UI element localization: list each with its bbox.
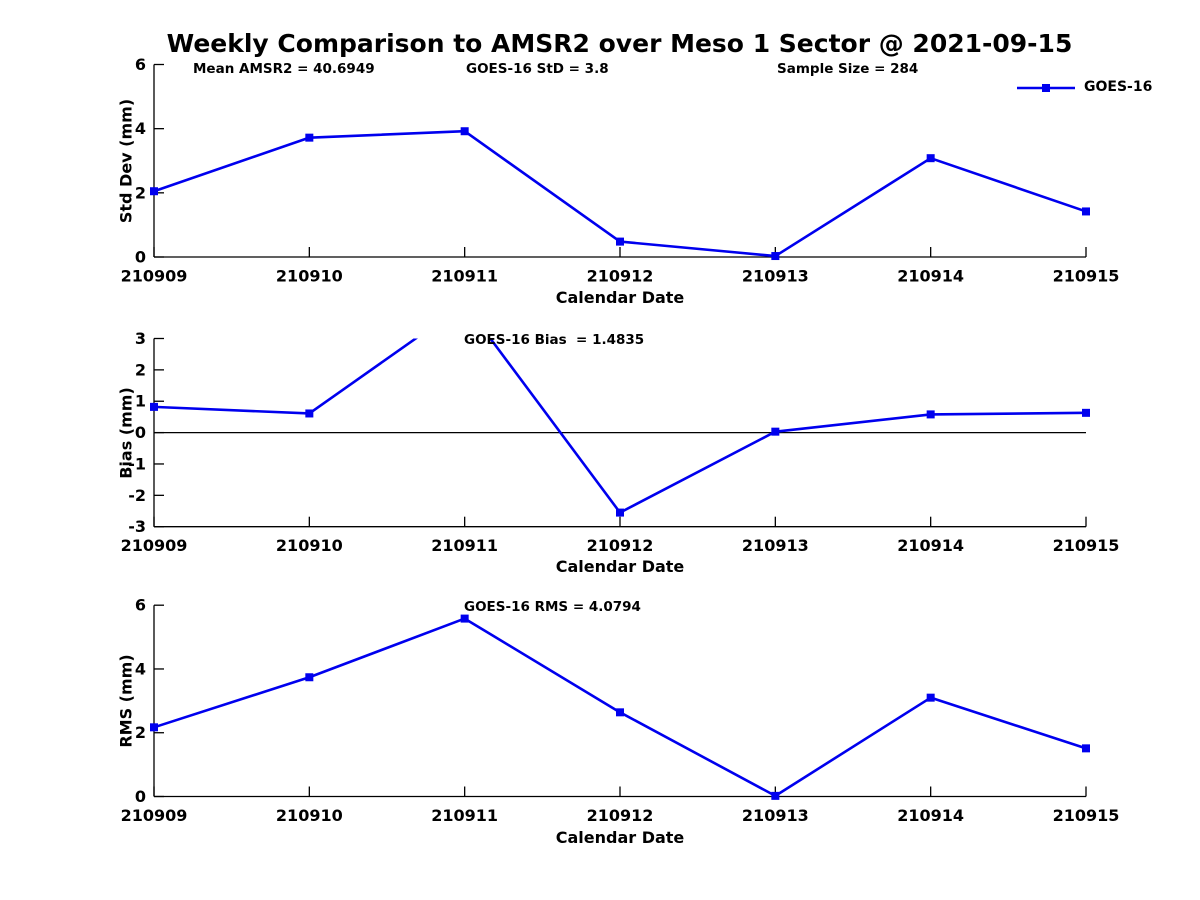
rms-y-tick-label: 6	[135, 596, 146, 615]
annotation-goes16-std: GOES-16 StD = 3.8	[466, 61, 609, 77]
stddev-y-tick-label: 0	[135, 248, 146, 267]
bias-y-tick-label: -1	[128, 454, 146, 473]
stddev-markers	[150, 127, 1090, 261]
rms-y-tick-label: 0	[135, 787, 146, 806]
bias-y-tick-label: 1	[135, 392, 146, 411]
bias-x-tick-label: 210909	[121, 536, 188, 555]
bias-y-tick-label: -3	[128, 517, 146, 536]
rms-x-tick-label: 210912	[587, 806, 654, 825]
rms-x-tick-label: 210911	[431, 806, 498, 825]
bias-y-axis-label: Bias (mm)	[116, 387, 136, 479]
legend-label: GOES-16	[1084, 79, 1153, 95]
stddev-line-series	[153, 129, 1087, 258]
annotation-mean-amsr2: Mean AMSR2 = 40.6949	[193, 61, 375, 77]
bias-x-tick-label: 210912	[587, 536, 654, 555]
rms-x-tick-label: 210915	[1053, 806, 1120, 825]
bias-y-tick-label: 0	[135, 423, 146, 442]
bias-markers	[150, 402, 1090, 517]
rms-markers	[150, 614, 1090, 800]
rms-y-axis-label: RMS (mm)	[116, 654, 136, 748]
stddev-subplot: 0 2 4 6 210909 210910 210911 210912 210913 210914…	[121, 55, 1120, 286]
stddev-x-tick-label: 210913	[742, 267, 809, 286]
rms-x-tick-label: 210913	[742, 806, 809, 825]
stddev-x-tick-label: 210910	[276, 267, 343, 286]
bias-x-tick-label: 210910	[276, 536, 343, 555]
bias-subplot: -3 -2 -1 0 1 2 3 210909 210910 210911 210912 210913…	[121, 329, 1120, 555]
rms-subplot: 0 2 4 6 210909 210910 210911 210912 210913 210914…	[121, 596, 1120, 825]
bias-x-tick-label: 210914	[897, 536, 964, 555]
stddev-y-tick-label: 6	[135, 55, 146, 74]
rms-x-tick-label: 210914	[897, 806, 964, 825]
annotation-goes16-rms: GOES-16 RMS = 4.0794	[464, 599, 641, 615]
rms-x-tick-label: 210910	[276, 806, 343, 825]
bias-y-tick-label: 2	[135, 360, 146, 379]
stddev-y-tick-label: 2	[135, 183, 146, 202]
rms-line-series	[153, 617, 1087, 798]
rms-x-axis-label: Calendar Date	[555, 828, 685, 847]
bias-x-tick-label: 210911	[431, 536, 498, 555]
stddev-x-axis-label: Calendar Date	[555, 288, 685, 307]
bias-x-tick-label: 210915	[1053, 536, 1120, 555]
bias-x-axis-label: Calendar Date	[555, 557, 685, 576]
stddev-y-tick-label: 4	[135, 119, 146, 138]
figure-title: Weekly Comparison to AMSR2 over Meso 1 S…	[166, 29, 1073, 58]
stddev-y-axis-label: Std Dev (mm)	[116, 98, 136, 224]
stddev-x-tick-label: 210915	[1053, 267, 1120, 286]
stddev-x-tick-label: 210911	[431, 267, 498, 286]
stddev-x-tick-label: 210909	[121, 267, 188, 286]
legend-line-sample-icon	[1017, 83, 1075, 92]
bias-x-tick-label: 210913	[742, 536, 809, 555]
annotation-sample-size: Sample Size = 284	[777, 61, 919, 77]
rms-y-tick-label: 4	[135, 659, 146, 678]
bias-y-tick-label: -2	[128, 486, 146, 505]
legend: GOES-16	[1015, 80, 1152, 95]
bias-y-tick-label: 3	[135, 329, 146, 348]
stddev-x-tick-label: 210912	[587, 267, 654, 286]
stddev-x-tick-label: 210914	[897, 267, 964, 286]
annotation-goes16-bias: GOES-16 Bias = 1.4835	[464, 332, 645, 348]
rms-x-tick-label: 210909	[121, 806, 188, 825]
rms-y-tick-label: 2	[135, 723, 146, 742]
